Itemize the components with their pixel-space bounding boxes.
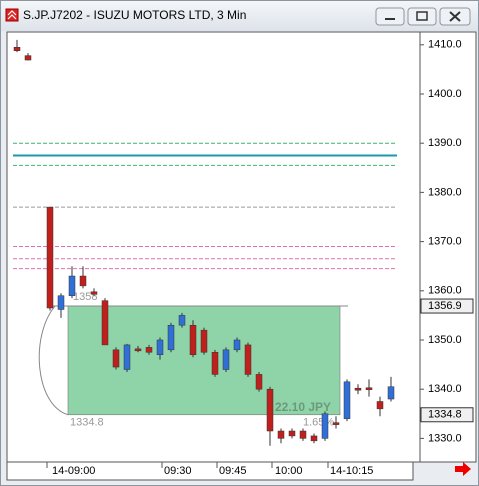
x-tick-label: 09:45	[219, 465, 247, 477]
candle-body	[321, 413, 329, 439]
price-axis	[419, 31, 477, 463]
y-tick-label: 1390.0	[428, 137, 462, 149]
y-tick-label: 1350.0	[428, 334, 462, 346]
candle-body	[354, 387, 362, 391]
y-tick-label: 1370.0	[428, 235, 462, 247]
maximize-glyph	[416, 11, 428, 21]
candle-body	[156, 339, 164, 355]
candle-body	[101, 300, 109, 346]
x-tick-label: 10:00	[275, 465, 303, 477]
candle-body	[24, 55, 32, 61]
y-tick-label: 1380.0	[428, 186, 462, 198]
candle-body	[255, 374, 263, 390]
range-arc	[38, 305, 69, 416]
candle-body	[332, 422, 340, 425]
candle-body	[46, 206, 54, 309]
candle-body	[299, 430, 307, 439]
price-tag	[420, 298, 474, 314]
window-buttons	[375, 7, 471, 26]
candle-body	[112, 349, 120, 368]
price-tag	[420, 407, 474, 423]
candle-body	[310, 435, 318, 442]
candle-body	[233, 339, 241, 351]
range-change-pct: 1.65%	[303, 417, 334, 429]
x-tick-label: 14-10:15	[330, 465, 373, 477]
candle-body	[90, 291, 98, 295]
y-tick-label: 1360.0	[428, 285, 462, 297]
candle-body	[123, 344, 131, 370]
candle-body	[189, 324, 197, 355]
range-box	[67, 305, 341, 416]
candle-body	[145, 347, 153, 353]
price-tag-label: 1356.9	[428, 300, 462, 312]
plot-layer: 1410.0 1400.0 1390.0 1380.0 1370.0 1360.0 1350…	[13, 39, 474, 477]
scroll-arrow[interactable]	[455, 462, 471, 476]
candle-body	[57, 295, 65, 310]
candle-body	[365, 387, 373, 390]
time-axis	[6, 461, 414, 481]
candle-body	[211, 352, 219, 375]
candle-body	[167, 324, 175, 351]
candle-body	[79, 275, 87, 287]
candle-body	[134, 348, 142, 352]
range-bottom-label: 1334.8	[70, 417, 104, 429]
candle-body	[13, 47, 21, 51]
candle-body	[266, 388, 274, 432]
app-icon-glyph	[7, 10, 17, 20]
close-glyph	[449, 11, 461, 22]
candle-body	[222, 349, 230, 370]
x-tick-label: 09:30	[164, 465, 192, 477]
candle-body	[343, 381, 351, 419]
y-tick-label: 1330.0	[428, 432, 462, 444]
candle-body	[277, 430, 285, 439]
candle-body	[387, 386, 395, 400]
range-change: 22.10 JPY	[275, 400, 331, 414]
window-title: S.JP.J7202 - ISUZU MOTORS LTD, 3 Min	[23, 8, 246, 22]
y-tick-label: 1400.0	[428, 88, 462, 100]
candle-body	[376, 401, 384, 410]
candle-body	[200, 329, 208, 353]
candle-body	[288, 430, 296, 437]
candle-body	[68, 275, 76, 296]
x-tick-label: 14-09:00	[52, 465, 95, 477]
maximize-button[interactable]	[407, 7, 437, 26]
candle-body	[178, 315, 186, 326]
y-tick-label: 1340.0	[428, 383, 462, 395]
candle-body	[244, 344, 252, 375]
minimize-button[interactable]	[375, 7, 405, 26]
price-tag-label: 1334.8	[428, 409, 462, 421]
y-tick-label: 1410.0	[428, 39, 462, 51]
